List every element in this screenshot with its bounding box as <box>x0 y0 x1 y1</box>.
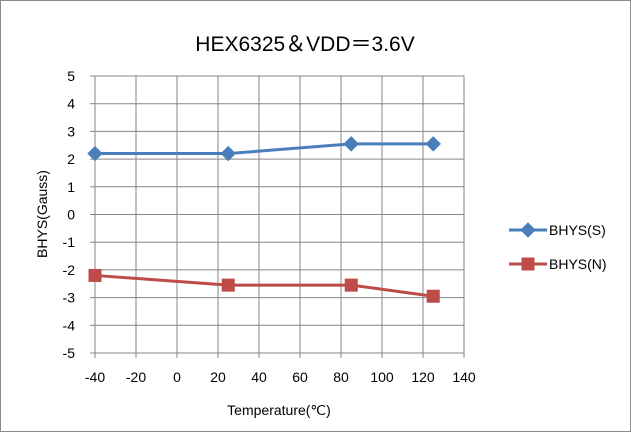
data-point <box>220 145 236 162</box>
data-point <box>425 136 441 152</box>
x-tick-label: -20 <box>126 369 146 385</box>
x-tick-label: 140 <box>452 369 476 385</box>
series-bhys-s <box>87 136 441 162</box>
series-line <box>95 142 434 156</box>
x-axis-label: Temperature(℃) <box>227 402 331 418</box>
grid-lines <box>95 76 464 353</box>
series-bhys-n <box>88 268 440 303</box>
y-tick-label: 2 <box>67 151 75 167</box>
y-axis-ticks: 5 4 3 2 1 0 -1 -2 -3 -4 -5 <box>63 68 95 361</box>
x-axis-ticks: -40 -20 0 20 40 60 80 100 120 140 <box>85 353 476 385</box>
y-tick-label: -4 <box>63 317 76 333</box>
legend-marker <box>521 257 535 271</box>
x-tick-label: 40 <box>251 369 267 385</box>
y-tick-label: -5 <box>63 345 76 361</box>
data-point <box>221 278 235 292</box>
legend-item: BHYS(S) <box>509 222 606 238</box>
x-tick-label: -40 <box>85 369 105 385</box>
y-tick-label: -3 <box>63 290 76 306</box>
chart-title: HEX6325＆VDD＝3.6V <box>195 33 414 56</box>
data-point <box>88 268 102 282</box>
data-point <box>426 289 440 303</box>
x-tick-label: 60 <box>292 369 308 385</box>
y-tick-label: 3 <box>67 123 75 139</box>
legend-label: BHYS(N) <box>549 256 607 272</box>
x-tick-label: 100 <box>370 369 394 385</box>
y-tick-label: 0 <box>67 207 75 223</box>
x-tick-label: 20 <box>210 369 226 385</box>
series-layer <box>87 136 441 303</box>
legend-marker <box>520 222 536 238</box>
x-tick-label: 80 <box>333 369 349 385</box>
y-tick-label: 5 <box>67 68 75 84</box>
y-tick-label: 4 <box>67 96 75 112</box>
x-tick-label: 120 <box>411 369 435 385</box>
data-point <box>344 278 358 292</box>
y-tick-label: -1 <box>63 234 76 250</box>
legend: BHYS(S) BHYS(N) <box>509 222 607 272</box>
y-tick-label: -2 <box>63 262 76 278</box>
series-line <box>94 273 434 298</box>
data-point <box>343 136 359 152</box>
legend-item: BHYS(N) <box>509 256 607 272</box>
data-point <box>87 145 103 162</box>
legend-label: BHYS(S) <box>549 222 606 238</box>
y-axis-label: BHYS(Gauss) <box>34 170 50 258</box>
x-tick-label: 0 <box>173 369 181 385</box>
y-tick-label: 1 <box>67 179 75 195</box>
